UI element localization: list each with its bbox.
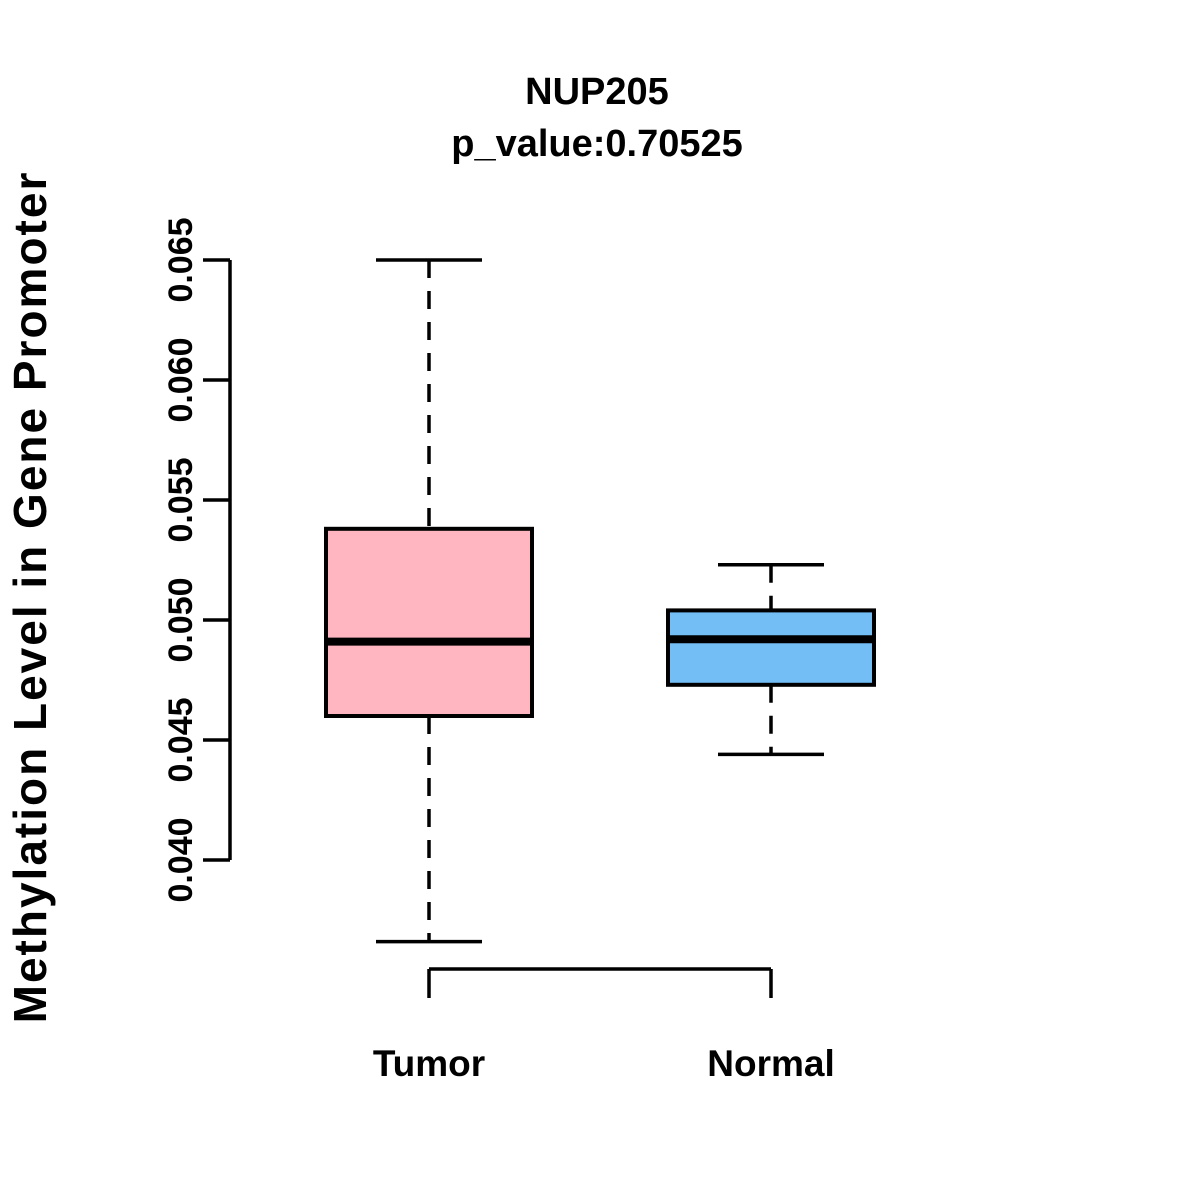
y-tick-label: 0.065 xyxy=(162,217,200,302)
y-tick-label: 0.050 xyxy=(162,577,200,662)
chart-title: NUP205 xyxy=(525,71,669,113)
y-tick-label: 0.055 xyxy=(162,457,200,542)
y-tick-label: 0.045 xyxy=(162,697,200,782)
tumor-box xyxy=(324,526,534,718)
y-tick-label: 0.060 xyxy=(162,337,200,422)
plot-elements: 0.040 0.045 0.050 0.055 0.060 0.065 Tumor Norma… xyxy=(162,217,876,1084)
normal-box xyxy=(666,608,876,687)
chart-subtitle: p_value:0.70525 xyxy=(451,123,743,165)
y-tick-label: 0.040 xyxy=(162,817,200,902)
y-axis-label: Methylation Level in Gene Promoter xyxy=(4,171,56,1024)
x-tick-label-tumor: Tumor xyxy=(373,1043,485,1084)
x-tick-label-normal: Normal xyxy=(707,1043,834,1084)
